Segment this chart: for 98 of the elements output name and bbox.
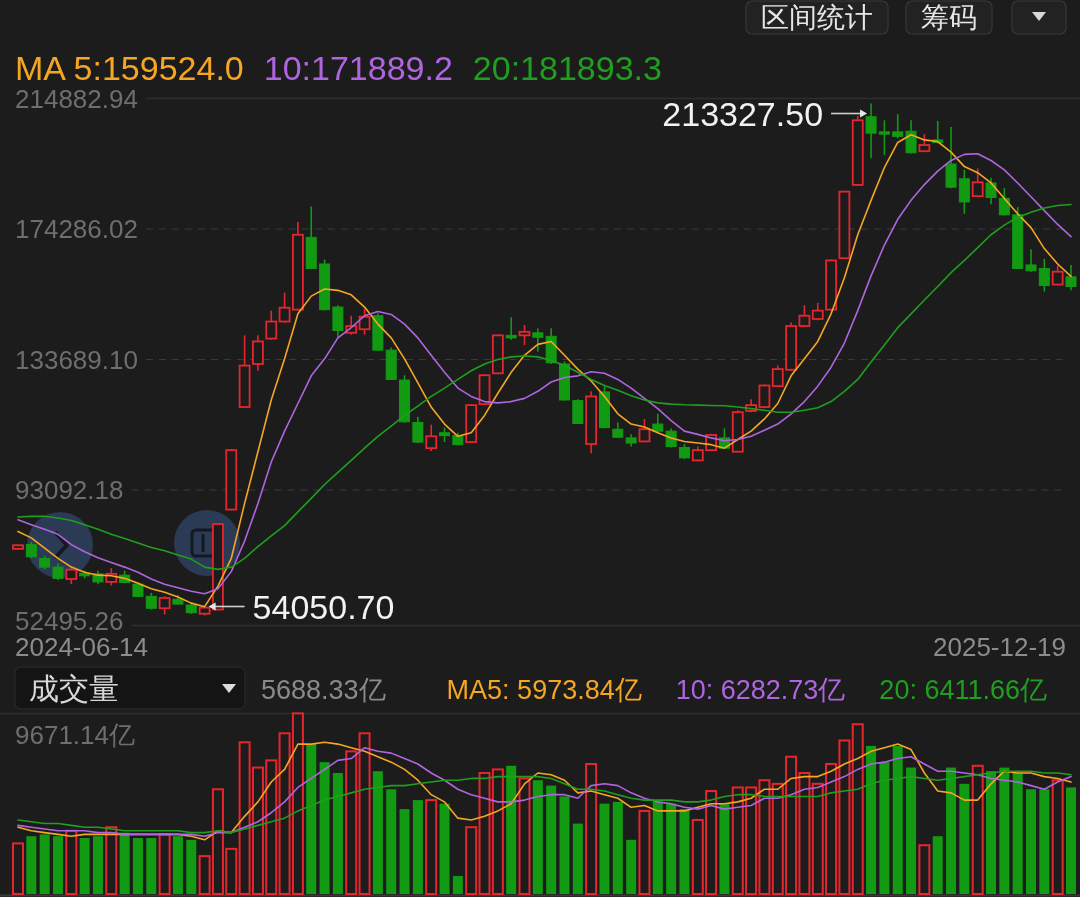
text: 20: 6411.66亿 — [879, 675, 1047, 705]
bar — [158, 833, 171, 895]
bar — [399, 809, 410, 894]
bar — [932, 836, 943, 894]
bar — [172, 836, 183, 894]
bar — [612, 801, 623, 894]
bar — [946, 767, 957, 894]
bar — [572, 823, 583, 894]
bar — [12, 842, 24, 895]
candlestick — [532, 327, 544, 353]
bar — [39, 834, 50, 894]
bar — [851, 723, 864, 895]
bar — [132, 838, 143, 894]
text: 10: 6282.73亿 — [675, 675, 846, 705]
bar — [599, 803, 610, 894]
bar — [146, 838, 157, 894]
bar — [465, 826, 478, 895]
candlestick — [158, 595, 171, 616]
candlestick — [971, 167, 984, 198]
candlestick — [1025, 248, 1037, 273]
bar — [626, 839, 637, 894]
candlestick — [1038, 258, 1050, 293]
bar — [971, 764, 984, 895]
annotation: 54050.70 — [252, 587, 395, 626]
bar — [186, 839, 197, 894]
candlestick — [878, 119, 890, 157]
line-series — [17, 203, 1072, 571]
bar — [386, 789, 397, 894]
text: 区间统计 — [761, 2, 873, 33]
bar — [92, 836, 103, 894]
y-tick-label: 93092.18 — [15, 475, 124, 505]
bar — [332, 773, 343, 894]
candlestick — [572, 398, 584, 425]
bar — [866, 745, 877, 894]
bar — [918, 844, 931, 895]
candlestick — [252, 334, 264, 372]
bar — [119, 832, 130, 894]
bar — [105, 826, 118, 895]
bar — [518, 777, 531, 895]
candlestick — [1065, 264, 1077, 292]
bar — [306, 744, 317, 894]
y-tick-label: 174286.02 — [15, 214, 138, 244]
bar — [679, 809, 690, 894]
candlestick — [892, 113, 904, 140]
bar — [892, 745, 903, 894]
candlestick — [265, 309, 278, 341]
candlestick — [652, 412, 664, 433]
bar — [986, 771, 997, 894]
chart-title: 成交量 — [29, 672, 119, 705]
bar — [425, 799, 438, 895]
bar — [999, 767, 1010, 894]
bar — [546, 785, 557, 894]
candlestick — [665, 427, 677, 449]
bar — [585, 762, 598, 895]
bar — [452, 875, 463, 894]
candlestick — [985, 177, 997, 205]
candlestick — [412, 415, 424, 444]
y-tick-label: 133689.10 — [15, 344, 138, 375]
text: 筹码 — [921, 2, 977, 33]
bar — [1012, 773, 1023, 894]
bar — [79, 838, 90, 894]
bar — [412, 800, 423, 894]
bar — [1026, 789, 1037, 894]
candlestick — [278, 291, 291, 324]
bar — [345, 750, 358, 895]
bar — [26, 836, 37, 894]
bar — [959, 783, 970, 894]
text: 2025-12-19 — [933, 632, 1066, 662]
annotation: 213327.50 — [662, 94, 824, 133]
candlestick — [518, 324, 531, 346]
bar — [1066, 787, 1076, 894]
bar — [879, 762, 890, 894]
bar — [559, 796, 570, 894]
text: 5688.33亿 — [261, 675, 386, 705]
annotation: 9671.14亿 — [15, 720, 135, 751]
candlestick — [945, 126, 957, 189]
bar — [372, 771, 383, 894]
bar — [906, 767, 917, 894]
bar — [358, 732, 371, 895]
candlestick — [958, 169, 970, 215]
text: 20:181893.3 — [472, 49, 662, 87]
text: 10:171889.2 — [263, 49, 453, 87]
bar — [652, 801, 663, 894]
candlestick — [425, 423, 438, 452]
bar — [638, 809, 651, 895]
bar — [719, 803, 730, 894]
bar — [666, 803, 677, 894]
bar — [65, 829, 78, 895]
bar — [52, 836, 63, 894]
bar — [506, 765, 517, 894]
text: MA5: 5973.84亿 — [446, 675, 642, 705]
candlestick — [332, 304, 344, 339]
candlestick — [505, 316, 517, 341]
bar — [439, 803, 450, 894]
bar — [319, 762, 330, 894]
bar — [1051, 779, 1064, 895]
bar — [1039, 789, 1050, 894]
bar — [532, 780, 543, 894]
